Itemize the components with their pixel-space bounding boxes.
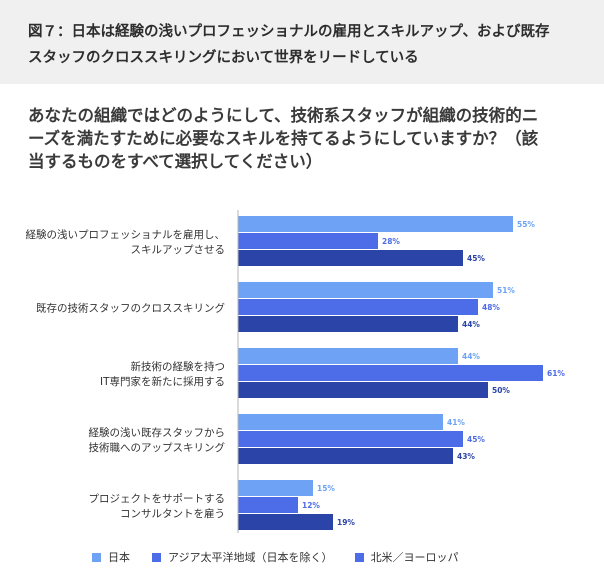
- bar: [238, 480, 313, 496]
- bar: [238, 282, 493, 298]
- bar: [238, 216, 513, 232]
- bar: [238, 365, 543, 381]
- figure-title-line1: 図７：日本は経験の浅いプロフェッショナルの雇用とスキルアップ、および既存: [28, 24, 550, 40]
- legend-label: アジア太平洋地域（日本を除く）: [168, 551, 333, 564]
- bar: [238, 233, 378, 249]
- bar: [238, 431, 463, 447]
- chart-legend: 日本 アジア太平洋地域（日本を除く） 北米／ヨーロッパ: [92, 548, 481, 566]
- legend-item: アジア太平洋地域（日本を除く）: [152, 549, 333, 565]
- legend-item: 日本: [92, 549, 130, 565]
- data-label: 55%: [517, 220, 535, 229]
- data-label: 61%: [547, 369, 565, 378]
- data-label: 19%: [337, 518, 355, 527]
- data-label: 44%: [462, 320, 480, 329]
- category-label: IT専門家を新たに採用する: [100, 375, 225, 388]
- bar: [238, 448, 453, 464]
- legend-label: 日本: [108, 551, 130, 564]
- category-label: 経験の浅いプロフェッショナルを雇用し、: [26, 228, 226, 241]
- data-label: 44%: [462, 352, 480, 361]
- data-label: 15%: [317, 484, 335, 493]
- data-label: 43%: [457, 452, 475, 461]
- data-label: 45%: [467, 435, 485, 444]
- figure-header: [0, 0, 604, 84]
- data-label: 50%: [492, 386, 510, 395]
- category-label: 経験の浅い既存スタッフから: [89, 426, 226, 439]
- bar: [238, 497, 298, 513]
- bar: [238, 514, 333, 530]
- data-label: 28%: [382, 237, 400, 246]
- figure-title: 図７：日本は経験の浅いプロフェッショナルの雇用とスキルアップ、および既存 スタッ…: [28, 19, 580, 71]
- bar: [238, 250, 463, 266]
- bar: [238, 382, 488, 398]
- legend-item: 北米／ヨーロッパ: [354, 549, 459, 565]
- category-label: プロジェクトをサポートする: [89, 493, 226, 505]
- legend-swatch: [152, 552, 161, 562]
- survey-question: あなたの組織ではどのようにして、技術系スタッフが組織の技術的ニーズを満たすために…: [28, 104, 548, 173]
- bar: [238, 348, 458, 364]
- data-label: 51%: [497, 286, 515, 295]
- category-label: 既存の技術スタッフのクロススキリング: [36, 302, 225, 315]
- data-label: 48%: [482, 303, 500, 312]
- category-label: 新技術の経験を持つ: [131, 360, 226, 373]
- legend-label: 北米／ヨーロッパ: [370, 551, 459, 564]
- data-label: 45%: [467, 254, 485, 263]
- legend-swatch: [354, 552, 364, 562]
- bar: [238, 316, 458, 332]
- survey-question-line2: 的ニーズを満たすために必要なスキルを持てるようにしていますか？（該当するものをす…: [28, 106, 539, 171]
- data-label: 12%: [302, 501, 320, 510]
- bar: [238, 414, 443, 430]
- data-label: 41%: [447, 418, 465, 427]
- bar: [238, 299, 478, 315]
- category-label: スキルアップさせる: [131, 244, 226, 256]
- survey-question-line1: あなたの組織ではどのようにして、技術系スタッフが組織の技術: [28, 106, 506, 125]
- category-label: コンサルタントを雇う: [120, 507, 225, 520]
- legend-swatch: [92, 552, 101, 562]
- category-label: 技術職へのアップスキリング: [89, 441, 226, 454]
- figure-title-line2: スタッフのクロススキリングにおいて世界をリードしている: [28, 50, 419, 66]
